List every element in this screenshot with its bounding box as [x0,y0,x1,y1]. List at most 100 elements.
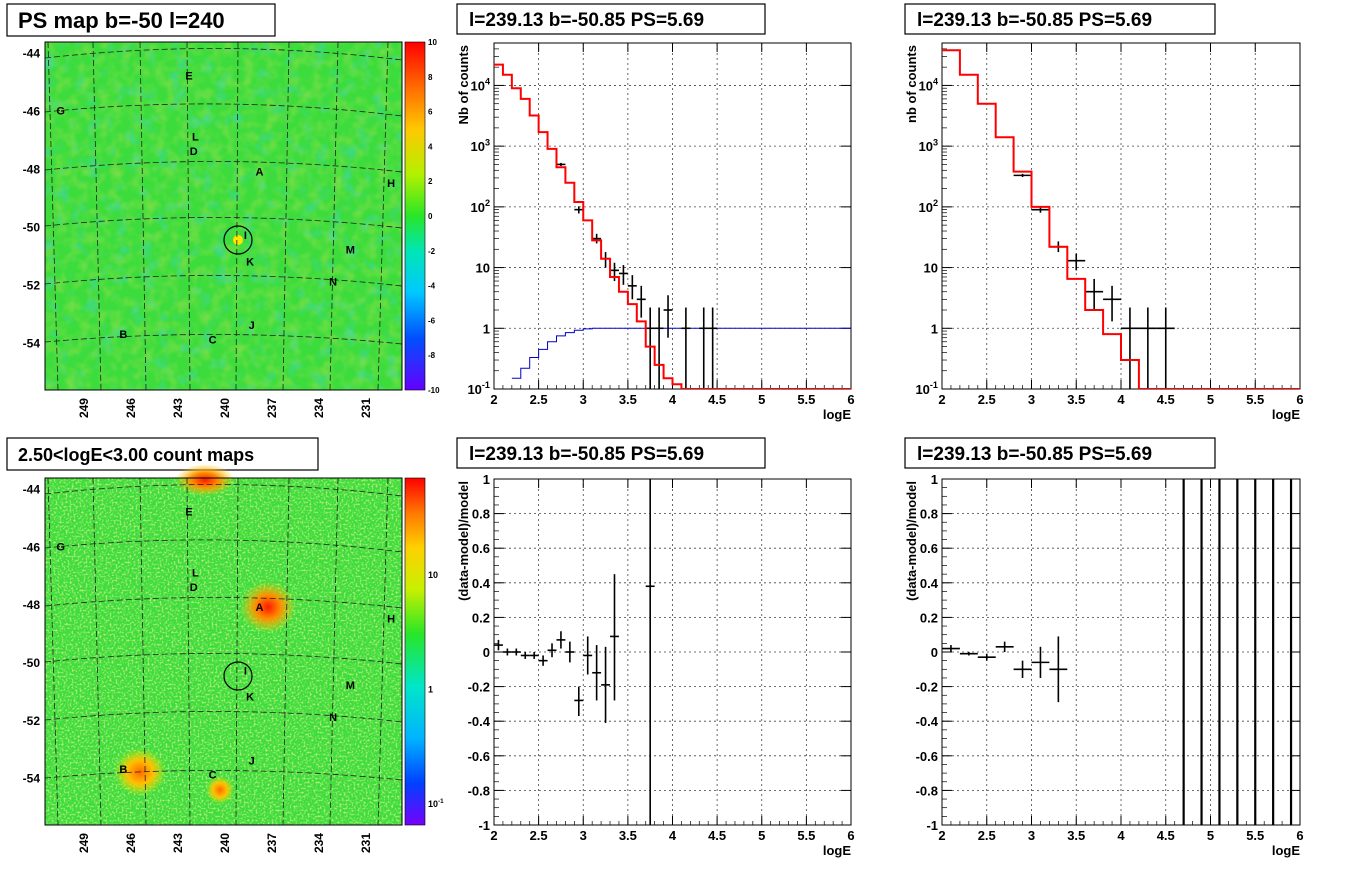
y-tick-label: 102 [918,198,938,215]
source-label: B [119,329,127,341]
map-x-tick-label: 234 [312,398,326,418]
y-axis-label: (data-model)/model [456,481,471,601]
palette-label: 6 [428,108,433,117]
y-tick-label: 10-1 [467,380,490,397]
y-tick-label: -1 [926,818,938,833]
y-tick-label: 104 [470,77,490,94]
x-tick-label: 6 [1296,392,1303,407]
y-tick-label: 0 [483,645,490,660]
map-y-tick-label: -44 [23,47,41,61]
plot-area [494,479,655,825]
acceptance-curve [511,327,851,379]
palette-label: -4 [428,282,436,291]
x-tick-label: 4 [1117,828,1125,843]
y-tick-label: 0.4 [472,576,491,591]
x-tick-label: 2.5 [978,392,996,407]
x-tick-label: 3.5 [619,828,637,843]
x-axis-label: logE [823,407,851,422]
plot-area [942,49,1300,389]
x-tick-label: 2 [490,392,497,407]
x-tick-label: 5.5 [797,828,815,843]
y-tick-label: -1 [478,818,490,833]
map-x-tick-label: 249 [77,398,91,418]
map-x-tick-label: 240 [218,398,232,418]
x-axis-label: logE [823,843,851,858]
source-label: K [246,256,254,268]
x-tick-label: 3 [1028,392,1035,407]
chart-title-box [456,437,766,469]
map-x-tick-label: 243 [171,398,185,418]
source-label: N [329,712,337,724]
spectrum-chart-top-middle: l=239.13 b=-50.85 PS=5.69 2 2.5 3 3.5 4 4.5 5 5.… [456,3,855,422]
x-tick-label: 5 [1207,828,1214,843]
map-x-tick-label: 237 [265,833,279,853]
spectrum-chart-top-right: l=239.13 b=-50.85 PS=5.69 2 2.5 3 3.5 4 4.5 5 5.… [904,3,1304,422]
source-label: B [119,764,127,776]
plot-frame [941,42,1301,390]
y-tick-label: -0.4 [468,714,491,729]
x-tick-label: 5 [1207,392,1214,407]
x-tick-label: 6 [847,828,854,843]
y-tick-label: 10 [476,261,490,276]
source-label: M [346,245,355,257]
map-x-tick-label: 249 [77,833,91,853]
source-label: L [192,567,199,579]
palette-label: 0 [428,212,433,221]
palette-label: 1 [428,685,433,695]
map-x-tick-label: 240 [218,833,232,853]
map-y-tick-label: -50 [23,221,41,235]
map-image [45,464,402,825]
palette-label: 10 [428,570,438,580]
map-frame [44,477,403,826]
y-tick-label: 10-1 [915,380,938,397]
palette-label: -2 [428,247,436,256]
y-axis-label: nb of counts [904,45,919,123]
source-label: N [329,277,337,289]
map-x-tick-label: 231 [359,833,373,853]
chart-title-box [904,437,1216,469]
y-tick-label: -0.6 [468,749,490,764]
source-label: A [256,602,264,614]
y-tick-label: 102 [470,198,490,215]
residual-chart-bottom-right: l=239.13 b=-50.85 PS=5.69 2 2.5 3 3.5 4 4.5 5 5.… [904,437,1304,858]
map-x-tick-label: 237 [265,398,279,418]
y-tick-label: -0.8 [916,783,938,798]
y-tick-label: 0.4 [920,576,939,591]
palette-label: -6 [428,316,436,325]
y-tick-label: -0.2 [916,680,938,695]
x-tick-label: 4.5 [1157,828,1175,843]
y-tick-label: 104 [918,77,938,94]
hotspot [233,235,243,245]
map-frame [44,41,403,391]
chart-title: l=239.13 b=-50.85 PS=5.69 [917,10,1152,31]
chart-title: l=239.13 b=-50.85 PS=5.69 [469,10,704,31]
palette-label: -8 [428,351,436,360]
source-label: G [56,106,65,118]
map-y-tick-label: -54 [23,772,41,786]
map-y-ticks: -44 -46 -48 -50 -52 -54 [23,47,41,351]
y-tick-label: 0.2 [920,610,938,625]
x-tick-label: 4 [669,828,677,843]
model-curve [942,49,1300,389]
x-tick-label: 3 [1028,828,1035,843]
source-label: M [346,680,355,692]
palette-bar [405,478,425,825]
x-tick-label: 2 [490,828,497,843]
y-tick-label: 1 [483,472,490,487]
source-label: H [387,178,395,190]
map-y-tick-label: -44 [23,483,41,497]
map-x-tick-label: 243 [171,833,185,853]
coordinate-grid [44,477,403,826]
y-tick-label: 0.6 [920,541,938,556]
source-label: D [190,146,198,158]
source-label: J [249,320,255,332]
y-axis: -1 -0.8 -0.6 -0.4 -0.2 0 0.2 0.4 0.6 0.8 1 [468,472,851,833]
source-label: L [192,132,199,144]
y-tick-label: 0.6 [472,541,490,556]
source-label: K [246,692,254,704]
x-tick-label: 6 [1296,828,1303,843]
palette-label: 2 [428,177,433,186]
target-circle [223,225,253,255]
source-label: J [249,755,255,767]
